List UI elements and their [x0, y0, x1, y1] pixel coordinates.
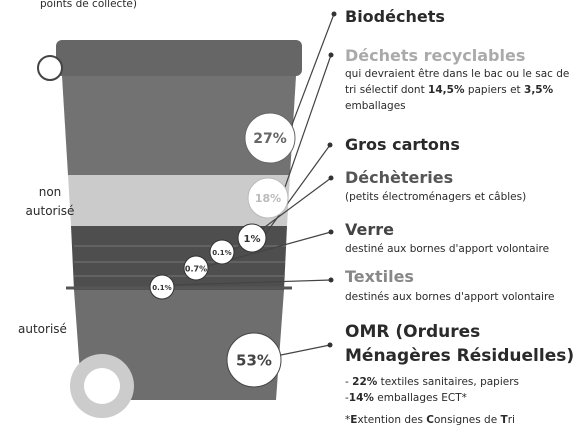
item-description: destinés aux bornes d'apport volontaire	[345, 289, 555, 305]
bold: C	[426, 414, 434, 426]
share: 27%	[253, 131, 287, 147]
share: 1%	[244, 234, 261, 245]
footnote: *Extention des Consignes de Tri	[345, 412, 515, 428]
bold: 14,5%	[428, 84, 464, 96]
lid	[56, 40, 302, 76]
item-title: Verre	[345, 220, 394, 239]
item-title: Déchets recyclables	[345, 46, 525, 65]
share: 0.7%	[185, 265, 207, 274]
item-title: Déchèteries	[345, 168, 453, 187]
item-title: Gros cartons	[345, 135, 460, 154]
non-authorized: non autorisé	[20, 183, 80, 221]
authorized: autorisé	[18, 322, 67, 336]
item-title: Biodéchets	[345, 7, 445, 26]
wheel-hub	[84, 368, 120, 404]
text: onsignes de	[434, 414, 501, 426]
item-title: Textiles	[345, 267, 414, 286]
item-description: -14% emballages ECT*	[345, 390, 467, 406]
bold: 3,5%	[524, 84, 553, 96]
share: 0.1%	[212, 249, 231, 257]
bold: 14%	[349, 392, 374, 404]
share: 0.1%	[152, 284, 171, 292]
share: 18%	[255, 192, 281, 205]
text: ri	[508, 414, 515, 426]
handle	[38, 56, 62, 80]
text: xtention des	[357, 414, 426, 426]
item-title: OMR (Ordures Ménagères Résiduelles)	[345, 320, 585, 368]
note: points de collecte)	[40, 0, 137, 12]
bold: 22%	[352, 376, 377, 388]
infographic: 27% 18% 1% 0.1% 0.7% 0.1% 53% points de …	[0, 0, 586, 428]
text: papiers et	[464, 84, 524, 96]
item-description: - 22% textiles sanitaires, papiers	[345, 374, 519, 390]
item-description: destiné aux bornes d'apport volontaire	[345, 241, 549, 257]
item-description: (petits électroménagers et câbles)	[345, 189, 526, 205]
item-description: qui devraient être dans le bac ou le sac…	[345, 66, 583, 114]
text: emballages	[345, 100, 406, 112]
text: textiles sanitaires, papiers	[377, 376, 519, 388]
bold: T	[501, 414, 508, 426]
text: emballages ECT*	[374, 392, 467, 404]
share: 53%	[236, 352, 272, 370]
